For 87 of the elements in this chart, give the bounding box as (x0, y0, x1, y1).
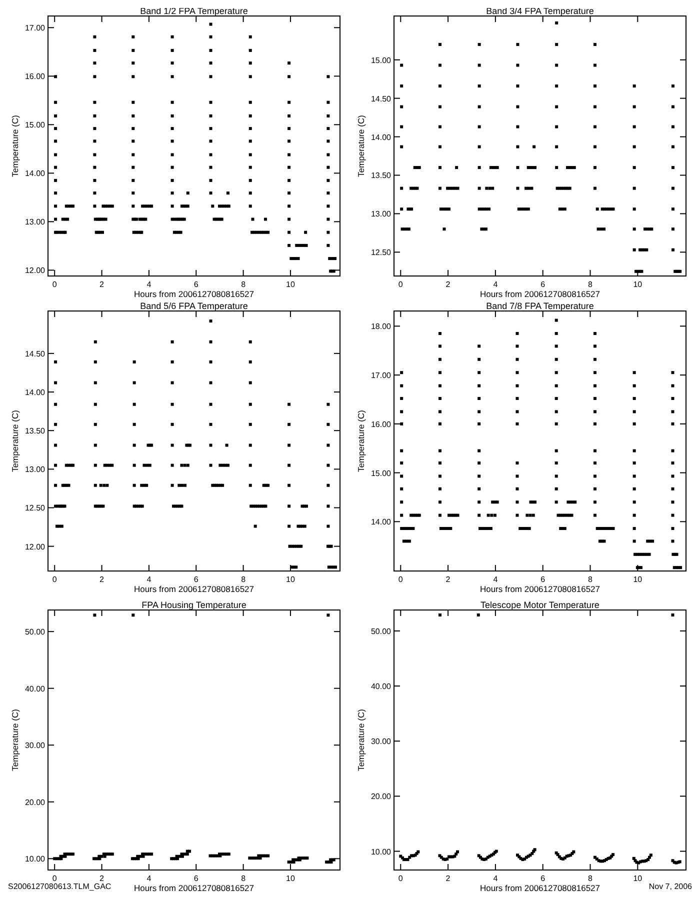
y-tick-label: 14.00 (24, 169, 46, 178)
y-tick-label: 12.50 (24, 504, 46, 513)
x-tick-label: 10 (633, 280, 643, 289)
y-tick-label: 13.50 (24, 426, 46, 436)
chart-title: Band 7/8 FPA Temperature (486, 301, 594, 311)
text: S2006127080613.TLM_GAC (8, 882, 112, 891)
x-tick-label: 0 (398, 280, 404, 289)
y-tick-label: 15.00 (24, 120, 46, 130)
y-tick-label: 10.00 (370, 847, 392, 856)
y-tick-label: 14.00 (24, 388, 46, 398)
chart-title: FPA Housing Temperature (142, 600, 246, 610)
x-tick-label: 2 (100, 874, 105, 883)
x-tick-label: 2 (446, 575, 451, 584)
y-tick-label: 16.00 (24, 72, 46, 82)
x-tick-label: 6 (540, 280, 546, 289)
x-tick-label: 4 (146, 874, 152, 883)
x-axis-title: Hours from 2006127080816527 (480, 289, 600, 299)
chart-title: Band 5/6 FPA Temperature (140, 301, 248, 311)
chart-title: Telescope Motor Temperature (480, 600, 600, 610)
x-tick-label: 10 (633, 874, 643, 883)
x-tick-label: 6 (540, 874, 546, 883)
x-tick-label: 2 (100, 575, 105, 584)
x-tick-label: 4 (146, 280, 152, 289)
y-axis-title: Temperature (C) (356, 114, 366, 177)
x-tick-label: 2 (446, 280, 451, 289)
x-tick-label: 4 (146, 575, 152, 584)
y-tick-label: 30.00 (24, 741, 46, 750)
y-tick-label: 17.00 (370, 371, 392, 380)
y-tick-label: 30.00 (370, 737, 392, 746)
x-tick-label: 8 (588, 280, 594, 289)
x-tick-label: 6 (194, 575, 199, 584)
y-axis-title: Temperature (C) (356, 708, 366, 771)
x-tick-label: 10 (286, 280, 296, 289)
x-tick-label: 8 (588, 575, 594, 584)
x-tick-label: 6 (194, 280, 199, 289)
y-tick-label: 15.00 (370, 468, 392, 478)
x-tick-label: 10 (286, 874, 296, 883)
y-tick-label: 13.00 (24, 218, 46, 227)
y-tick-label: 10.00 (24, 854, 46, 864)
y-tick-label: 16.00 (370, 420, 392, 429)
y-tick-label: 40.00 (24, 684, 46, 694)
x-tick-label: 4 (493, 874, 498, 883)
x-tick-label: 0 (52, 874, 58, 883)
y-tick-label: 12.50 (370, 248, 392, 258)
x-tick-label: 6 (194, 874, 199, 883)
x-axis-title: Hours from 2006127080816527 (480, 883, 600, 893)
x-tick-label: 2 (446, 874, 451, 883)
text: Nov 7, 2006 (648, 882, 693, 891)
x-axis-title: Hours from 2006127080816527 (134, 883, 254, 893)
y-tick-label: 17.00 (24, 24, 46, 33)
x-tick-label: 10 (633, 575, 643, 584)
x-tick-label: 0 (398, 575, 404, 584)
x-tick-label: 0 (52, 280, 58, 289)
x-tick-label: 0 (398, 874, 404, 883)
x-tick-label: 4 (493, 280, 498, 289)
y-axis-title: Temperature (C) (356, 410, 366, 472)
y-tick-label: 14.50 (24, 349, 46, 358)
x-tick-label: 8 (241, 575, 246, 584)
x-tick-label: 10 (286, 575, 296, 584)
y-tick-label: 20.00 (24, 798, 46, 807)
x-tick-label: 8 (241, 280, 246, 289)
y-tick-label: 12.00 (24, 542, 46, 552)
y-tick-label: 15.00 (370, 56, 392, 65)
x-tick-label: 2 (100, 280, 105, 289)
y-axis-title: Temperature (C) (10, 410, 20, 472)
y-axis-title: Temperature (C) (10, 708, 20, 771)
y-tick-label: 13.50 (370, 171, 392, 180)
y-tick-label: 20.00 (370, 792, 392, 802)
y-tick-label: 50.00 (370, 626, 392, 636)
x-tick-label: 8 (241, 874, 246, 883)
x-tick-label: 0 (52, 575, 58, 584)
x-tick-label: 6 (540, 575, 546, 584)
x-tick-label: 8 (588, 874, 594, 883)
y-tick-label: 40.00 (370, 682, 392, 692)
y-tick-label: 14.00 (370, 518, 392, 527)
x-axis-title: Hours from 2006127080816527 (134, 584, 254, 594)
y-tick-label: 13.00 (370, 210, 392, 219)
y-tick-label: 14.00 (370, 132, 392, 142)
y-tick-label: 18.00 (370, 322, 392, 332)
x-tick-label: 4 (493, 575, 498, 584)
x-axis-title: Hours from 2006127080816527 (134, 289, 254, 299)
y-tick-label: 13.00 (24, 465, 46, 474)
y-tick-label: 12.00 (24, 266, 46, 276)
y-axis-title: Temperature (C) (10, 114, 20, 177)
y-tick-label: 14.50 (370, 94, 392, 104)
y-tick-label: 50.00 (24, 628, 46, 637)
x-axis-title: Hours from 2006127080816527 (480, 584, 600, 594)
